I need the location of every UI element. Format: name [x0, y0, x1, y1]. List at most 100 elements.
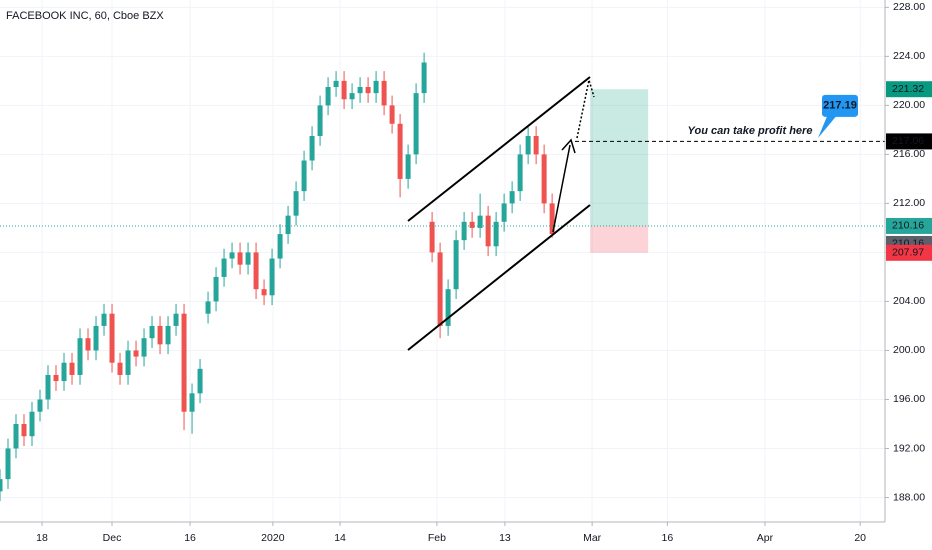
y-tick-label: 228.00 — [893, 1, 925, 13]
candle-body — [525, 136, 531, 155]
candle-body — [501, 203, 507, 222]
callout-value: 217.19 — [823, 100, 857, 112]
candle-body — [429, 221, 435, 253]
candle-body — [373, 80, 379, 94]
candle-body — [325, 87, 331, 106]
y-tick-label: 200.00 — [893, 344, 925, 356]
candle-body — [317, 105, 323, 137]
candle-body — [173, 313, 179, 326]
y-tick-label: 204.00 — [893, 295, 925, 307]
candle-body — [405, 154, 411, 179]
callout-pointer — [818, 114, 838, 138]
price-label-bg — [886, 133, 932, 150]
candle-body — [109, 313, 115, 363]
candle-body — [357, 87, 363, 94]
x-tick-label: Dec — [103, 532, 122, 544]
y-tick-label: 196.00 — [893, 393, 925, 405]
candle-body — [85, 338, 91, 351]
candle-body — [549, 203, 555, 235]
candle-body — [165, 325, 171, 345]
candle-body — [37, 399, 43, 412]
x-tick-label: 16 — [184, 532, 196, 544]
candle-body — [221, 258, 227, 277]
y-tick-label: 216.00 — [893, 148, 925, 160]
candle-body — [277, 234, 283, 259]
candle-body — [237, 252, 243, 265]
channel-upper — [407, 76, 591, 222]
profit-zone — [590, 89, 649, 226]
price-label: 210.16 — [892, 220, 924, 232]
price-label-bg — [886, 244, 932, 261]
candle-body — [421, 62, 427, 94]
candle-body — [13, 423, 19, 449]
candle-body — [269, 258, 275, 296]
candle-body — [413, 93, 419, 155]
x-tick-label: Feb — [428, 532, 446, 544]
x-tick-label: 16 — [662, 532, 674, 544]
candle-body — [333, 80, 339, 87]
candle-body — [517, 154, 523, 192]
arrow — [552, 144, 571, 233]
candle-body — [21, 423, 27, 437]
stop-zone — [590, 225, 649, 253]
candle-body — [389, 105, 395, 124]
candle-body — [93, 325, 99, 351]
candle-body — [365, 87, 371, 94]
x-tick-label: 13 — [499, 532, 511, 544]
price-label: 217.06 — [892, 135, 924, 147]
drawings — [407, 76, 595, 351]
candle-body — [485, 215, 491, 247]
candle-body — [493, 221, 499, 247]
candle-body — [381, 80, 387, 106]
x-tick-label: 2020 — [261, 532, 285, 544]
price-label: 207.97 — [892, 247, 924, 259]
candle-body — [45, 374, 51, 400]
candle-body — [253, 252, 259, 290]
candle-body — [301, 160, 307, 192]
candle-body — [541, 154, 547, 204]
candle-body — [293, 191, 299, 216]
y-tick-label: 192.00 — [893, 442, 925, 454]
price-label: 221.32 — [892, 83, 924, 95]
candle-body — [309, 136, 315, 161]
candle-body — [469, 221, 475, 228]
candle-body — [117, 362, 123, 375]
candle-body — [189, 393, 195, 412]
candle-body — [453, 240, 459, 290]
candle-body — [341, 80, 347, 100]
x-tick-label: Mar — [583, 532, 602, 544]
candle-body — [261, 289, 267, 296]
candle-body — [77, 338, 83, 375]
candle-body — [69, 362, 75, 375]
candle-body — [229, 252, 235, 259]
channel-lower — [407, 204, 591, 351]
price-label-bg — [886, 217, 932, 234]
candle-body — [397, 123, 403, 179]
price-label-bg — [886, 81, 932, 98]
axes: 188.00192.00196.00200.00204.00208.00212.… — [36, 1, 932, 544]
chart-title: FACEBOOK INC, 60, Cboe BZX — [6, 10, 164, 22]
candle-body — [509, 191, 515, 204]
candle-body — [61, 362, 67, 382]
candle-body — [477, 215, 483, 228]
candle-body — [205, 301, 211, 314]
candle-body — [0, 479, 3, 492]
candle-body — [437, 252, 443, 326]
marks: You can take profit here 217.19 — [0, 52, 885, 502]
candle-body — [101, 313, 107, 326]
arrow-head — [561, 138, 576, 154]
x-tick-label: Apr — [757, 532, 774, 544]
x-tick-label: 20 — [854, 532, 866, 544]
callout-box — [822, 94, 858, 117]
x-tick-label: 18 — [36, 532, 48, 544]
callout-text: You can take profit here — [688, 125, 813, 137]
candle-body — [445, 289, 451, 326]
candle-body — [245, 252, 251, 265]
candle-body — [349, 93, 355, 100]
candle-body — [533, 136, 539, 155]
candle-body — [53, 374, 59, 382]
y-tick-label: 188.00 — [893, 491, 925, 503]
candle-body — [461, 221, 467, 241]
